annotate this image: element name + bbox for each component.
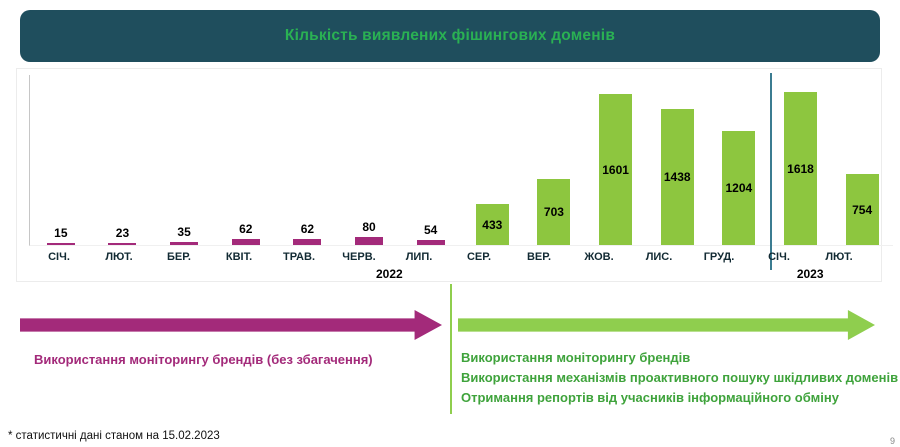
chart-title: Кількість виявлених фішингових доменів bbox=[284, 27, 616, 44]
month-label: ЛИС. bbox=[645, 251, 673, 263]
month-label: ЛИП. bbox=[405, 251, 433, 263]
bar bbox=[293, 239, 322, 245]
bar-column: 54 bbox=[400, 75, 462, 245]
footnote: * статистичні дані станом на 15.02.2023 bbox=[8, 430, 220, 442]
bar-column: 35 bbox=[153, 75, 215, 245]
month-label: ЖОВ. bbox=[584, 251, 614, 263]
month-label: ЛЮТ. bbox=[105, 251, 133, 263]
bar-value-label: 1601 bbox=[602, 162, 629, 177]
bar: 1601 bbox=[599, 94, 633, 245]
month-label: ВЕР. bbox=[526, 251, 552, 263]
year-axis: 2022 2023 bbox=[29, 267, 869, 283]
bar: 1618 bbox=[784, 92, 817, 245]
page-number: 9 bbox=[889, 436, 895, 446]
magenta-period-arrow bbox=[20, 310, 442, 340]
month-label: ТРАВ. bbox=[282, 251, 316, 263]
bar bbox=[231, 239, 260, 245]
bar-value-label: 15 bbox=[54, 226, 68, 240]
bar-column: 754 bbox=[831, 75, 893, 245]
month-label: СІЧ. bbox=[768, 251, 790, 263]
left-period-caption: Використання моніторингу брендів (без зб… bbox=[34, 352, 373, 367]
bar bbox=[355, 237, 384, 245]
bar: 433 bbox=[475, 204, 509, 245]
bar-column: 703 bbox=[523, 75, 585, 245]
bar: 1438 bbox=[660, 109, 694, 245]
bar bbox=[108, 243, 137, 245]
bar-value-label: 433 bbox=[482, 217, 503, 232]
year-label: 2023 bbox=[796, 267, 824, 281]
bar-value-label: 1618 bbox=[787, 161, 814, 176]
month-label: КВІТ. bbox=[225, 251, 253, 263]
right-caption-line: Використання механізмів проактивного пош… bbox=[461, 370, 899, 386]
bar-value-label: 703 bbox=[543, 205, 564, 219]
month-label: СЕР. bbox=[466, 251, 492, 263]
month-axis: СІЧ. ЛЮТ. БЕР. КВІТ. ТРАВ. ЧЕРВ. ЛИП. СЕР. ВЕР. Ж… bbox=[29, 251, 869, 263]
bar-column: 62 bbox=[277, 75, 339, 245]
bar-value-label: 1438 bbox=[663, 170, 691, 184]
bar-column: 1204 bbox=[708, 75, 770, 245]
bar: 754 bbox=[845, 174, 879, 245]
bar-value-label: 62 bbox=[239, 222, 253, 236]
bar-column: 15 bbox=[30, 75, 92, 245]
bar-column: 80 bbox=[338, 75, 400, 245]
bar-value-label: 1204 bbox=[725, 181, 753, 195]
bar-value-label: 35 bbox=[177, 225, 191, 239]
green-period-arrow bbox=[458, 310, 875, 340]
bar-value-label: 754 bbox=[852, 202, 873, 217]
month-label: СІЧ. bbox=[48, 251, 70, 263]
bar-value-label: 54 bbox=[423, 223, 438, 237]
month-label: БЕР. bbox=[167, 251, 191, 263]
bar-column: 433 bbox=[461, 75, 523, 245]
bar-column: 62 bbox=[215, 75, 277, 245]
bar-column: 1438 bbox=[646, 75, 708, 245]
bar-column: 1601 bbox=[585, 75, 647, 245]
bar bbox=[46, 243, 75, 245]
bar-chart: 15 23 35 62 62 80 54 433 703 1601 1438 1204 1618 754 … bbox=[16, 68, 893, 283]
bar bbox=[416, 240, 445, 245]
right-caption-line: Отримання репортів від учасників інформа… bbox=[461, 390, 839, 406]
bar-value-label: 80 bbox=[362, 220, 376, 234]
year-label: 2022 bbox=[376, 267, 403, 281]
right-period-captions: Використання моніторингу брендів Викорис… bbox=[461, 348, 898, 408]
right-caption-line: Використання моніторингу брендів bbox=[461, 350, 691, 365]
month-label: ЛЮТ. bbox=[825, 251, 853, 263]
bar-value-label: 62 bbox=[300, 222, 315, 236]
month-label: ЧЕРВ. bbox=[342, 251, 376, 263]
plot-area: 15 23 35 62 62 80 54 433 703 1601 1438 1204 1618 754 bbox=[29, 73, 893, 270]
bar-column: 1618 bbox=[770, 75, 832, 245]
year-separator-line bbox=[769, 73, 772, 270]
header-banner: Кількість виявлених фішингових доменів bbox=[20, 10, 880, 62]
bar bbox=[170, 242, 199, 245]
section-divider-line bbox=[450, 284, 452, 414]
month-label: ГРУД. bbox=[703, 251, 735, 263]
bar: 1204 bbox=[722, 131, 756, 245]
bar-value-label: 23 bbox=[115, 226, 130, 240]
timeline-section: Використання моніторингу брендів (без зб… bbox=[0, 284, 900, 416]
bar-column: 23 bbox=[92, 75, 154, 245]
bar: 703 bbox=[537, 179, 571, 245]
